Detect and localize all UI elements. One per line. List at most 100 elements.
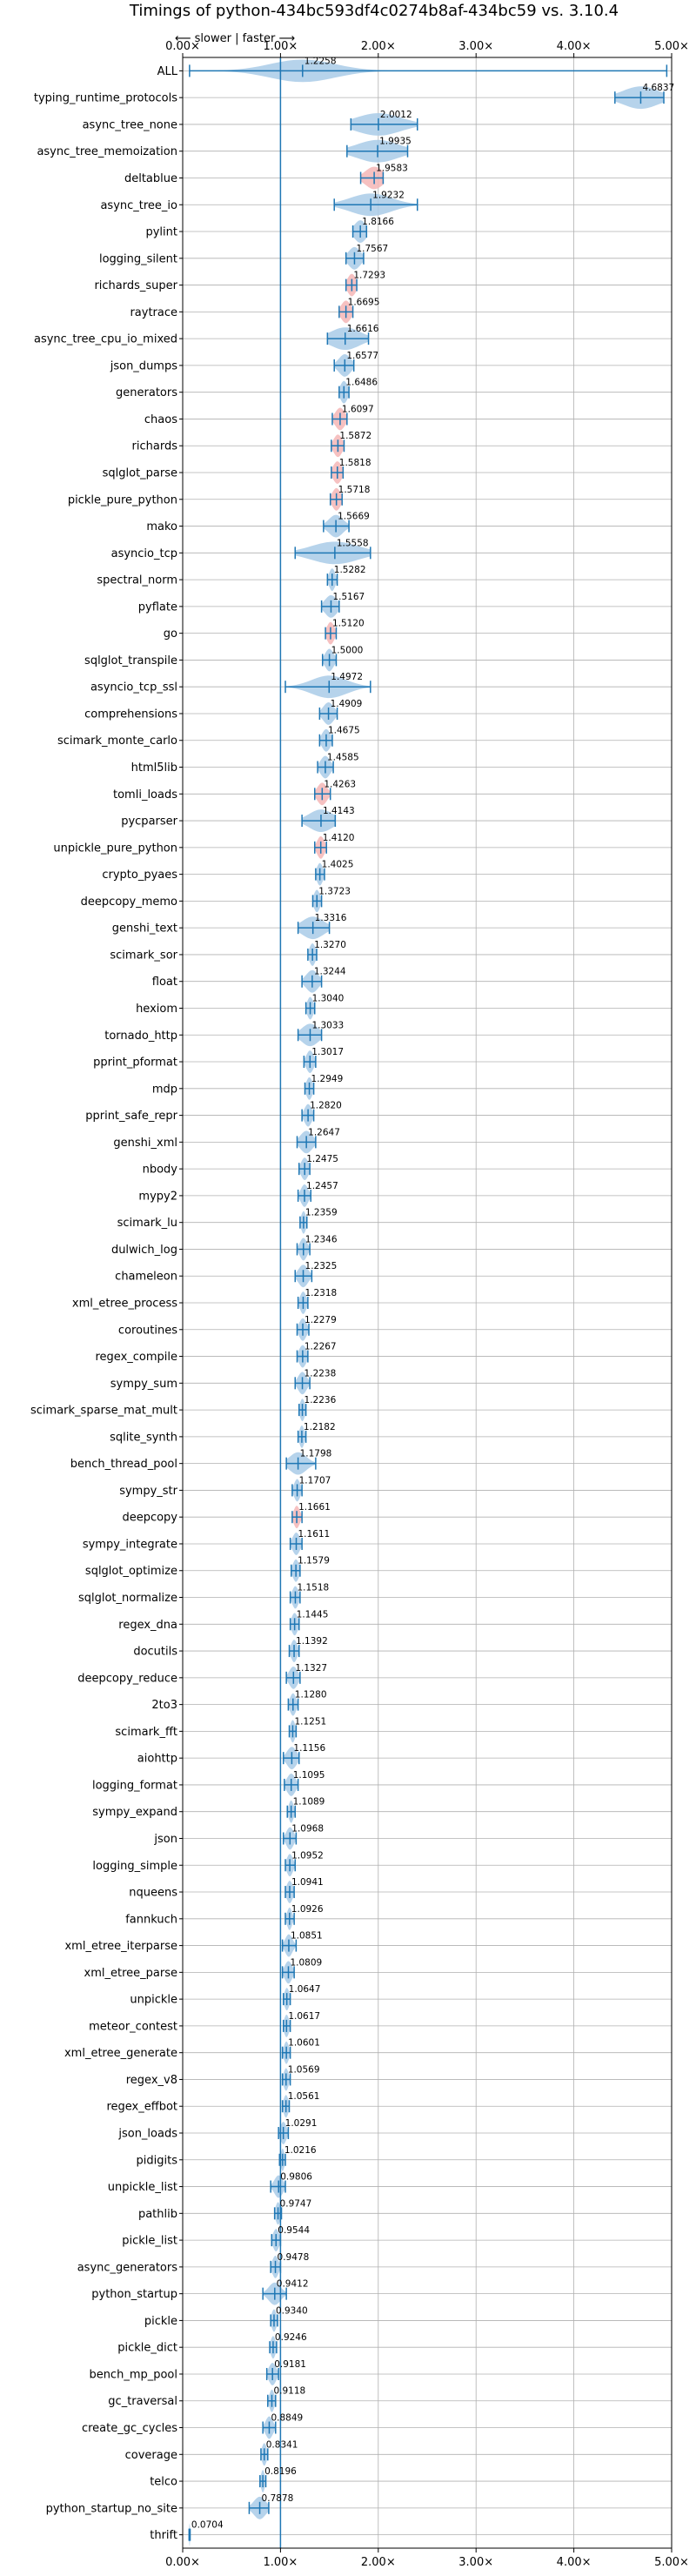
violin-async_tree_io	[333, 193, 418, 217]
value-label: 0.9806	[280, 2172, 312, 2183]
value-label: 1.2647	[308, 1127, 340, 1137]
violin-bench_mp_pool	[265, 2363, 279, 2385]
y-category-label: thrift	[150, 2529, 177, 2542]
value-label: 1.6097	[342, 404, 374, 414]
violin-create_gc_cycles	[262, 2416, 277, 2439]
y-category-label: generators	[116, 386, 177, 399]
value-label: 1.2359	[305, 1208, 338, 1218]
violin-deepcopy_memo	[311, 889, 323, 913]
chart-title: Timings of python-434bc593df4c0274b8af-4…	[129, 2, 619, 20]
y-category-label: sympy_expand	[92, 1806, 177, 1819]
value-label: 1.3033	[311, 1020, 344, 1030]
y-category-label: float	[152, 976, 177, 989]
y-category-label: deepcopy	[122, 1512, 177, 1525]
violin-unpickle	[283, 1988, 291, 2011]
y-category-label: go	[164, 627, 177, 641]
violin-meteor_contest	[283, 2014, 291, 2037]
x-tick-label-bottom: 1.00×	[263, 2556, 298, 2569]
value-label: 1.2238	[304, 1368, 337, 1379]
violin-sympy_expand	[286, 1800, 297, 1823]
violin-sqlglot_parse	[331, 461, 345, 484]
violin-pylint	[351, 220, 368, 243]
y-category-label: regex_compile	[95, 1351, 177, 1364]
y-category-label: unpickle_pure_python	[53, 842, 177, 855]
violin-chaos	[331, 407, 348, 431]
value-label: 0.9544	[278, 2225, 310, 2236]
value-label: 1.7567	[356, 244, 388, 254]
y-category-label: sympy_str	[119, 1485, 177, 1498]
value-label: 1.1579	[298, 1556, 330, 1566]
value-label: 1.5282	[334, 565, 366, 575]
value-label: 1.1798	[300, 1449, 332, 1459]
y-category-label: telco	[150, 2476, 177, 2489]
y-category-label: json	[153, 1833, 177, 1846]
y-category-label: pylint	[145, 226, 177, 239]
y-category-label: coverage	[125, 2449, 177, 2462]
violin-thrift	[188, 2523, 191, 2546]
y-category-label: bench_mp_pool	[89, 2368, 177, 2381]
value-label: 4.6837	[642, 83, 674, 93]
y-category-label: deepcopy_reduce	[77, 1672, 177, 1685]
value-label: 1.2279	[304, 1315, 337, 1325]
value-label: 1.0809	[290, 1957, 322, 1968]
violin-bench_thread_pool	[285, 1452, 317, 1475]
y-category-label: pprint_safe_repr	[85, 1110, 177, 1123]
value-label: 1.3244	[314, 967, 346, 977]
y-category-label: typing_runtime_protocols	[34, 92, 177, 105]
value-label: 1.1095	[293, 1770, 325, 1781]
y-category-label: logging_simple	[92, 1860, 177, 1873]
violin-sqlglot_normalize	[289, 1586, 301, 1609]
value-label: 1.2182	[304, 1422, 336, 1432]
y-category-label: crypto_pyaes	[102, 869, 177, 882]
value-label: 1.4585	[327, 753, 359, 763]
y-category-label: richards_super	[94, 279, 177, 292]
y-category-label: chameleon	[115, 1271, 177, 1284]
violin-async_tree_memoization	[346, 139, 409, 163]
y-category-label: scimark_sor	[110, 949, 177, 962]
y-category-label: mako	[146, 520, 177, 533]
violin-fannkuch	[284, 1907, 295, 1930]
y-category-label: xml_etree_parse	[84, 1967, 177, 1980]
value-label: 1.4675	[328, 726, 360, 736]
violin-asyncio_tcp_ssl	[284, 675, 371, 699]
value-label: 1.8166	[362, 217, 394, 227]
value-label: 0.8341	[266, 2439, 298, 2450]
value-label: 0.7878	[262, 2493, 294, 2504]
violin-mdp	[304, 1077, 315, 1100]
y-category-label: async_tree_memoization	[37, 145, 177, 158]
violin-deepcopy	[291, 1506, 303, 1529]
value-label: 1.0926	[291, 1904, 324, 1915]
value-label: 1.0968	[291, 1823, 324, 1834]
value-label: 1.4025	[322, 860, 354, 870]
violin-sqlite_synth	[297, 1425, 307, 1448]
y-category-label: pickle	[144, 2315, 177, 2328]
violin-pprint_pformat	[303, 1050, 317, 1073]
x-tick-label-bottom: 5.00×	[654, 2556, 689, 2569]
y-category-label: async_tree_io	[100, 199, 177, 212]
y-category-label: scimark_monte_carlo	[57, 735, 177, 748]
value-label: 0.9412	[277, 2279, 309, 2290]
violin-crypto_pyaes	[315, 862, 325, 886]
value-label: 1.9583	[376, 163, 408, 173]
value-label: 1.2346	[305, 1234, 338, 1244]
violin-async_tree_none	[350, 113, 418, 136]
value-label: 0.8849	[271, 2413, 303, 2424]
y-category-label: unpickle	[130, 1994, 177, 2007]
violin-xml_etree_parse	[281, 1961, 295, 1984]
violin-deltablue	[359, 166, 385, 190]
y-category-label: logging_silent	[99, 252, 177, 265]
y-category-label: pyflate	[138, 600, 177, 614]
y-category-label: tomli_loads	[113, 788, 177, 802]
y-category-label: scimark_lu	[117, 1217, 177, 1230]
value-label: 0.9340	[276, 2305, 308, 2316]
violin-mypy2	[297, 1184, 311, 1207]
value-label: 1.0851	[291, 1931, 323, 1942]
y-category-label: unpickle_list	[108, 2181, 177, 2194]
y-category-label: aiohttp	[137, 1753, 177, 1766]
y-category-label: xml_etree_process	[72, 1298, 177, 1311]
value-label: 1.2457	[306, 1181, 338, 1191]
violin-coroutines	[296, 1318, 310, 1341]
y-category-label: genshi_text	[112, 922, 177, 936]
violin-generators	[338, 380, 350, 404]
value-label: 1.5718	[338, 485, 371, 495]
